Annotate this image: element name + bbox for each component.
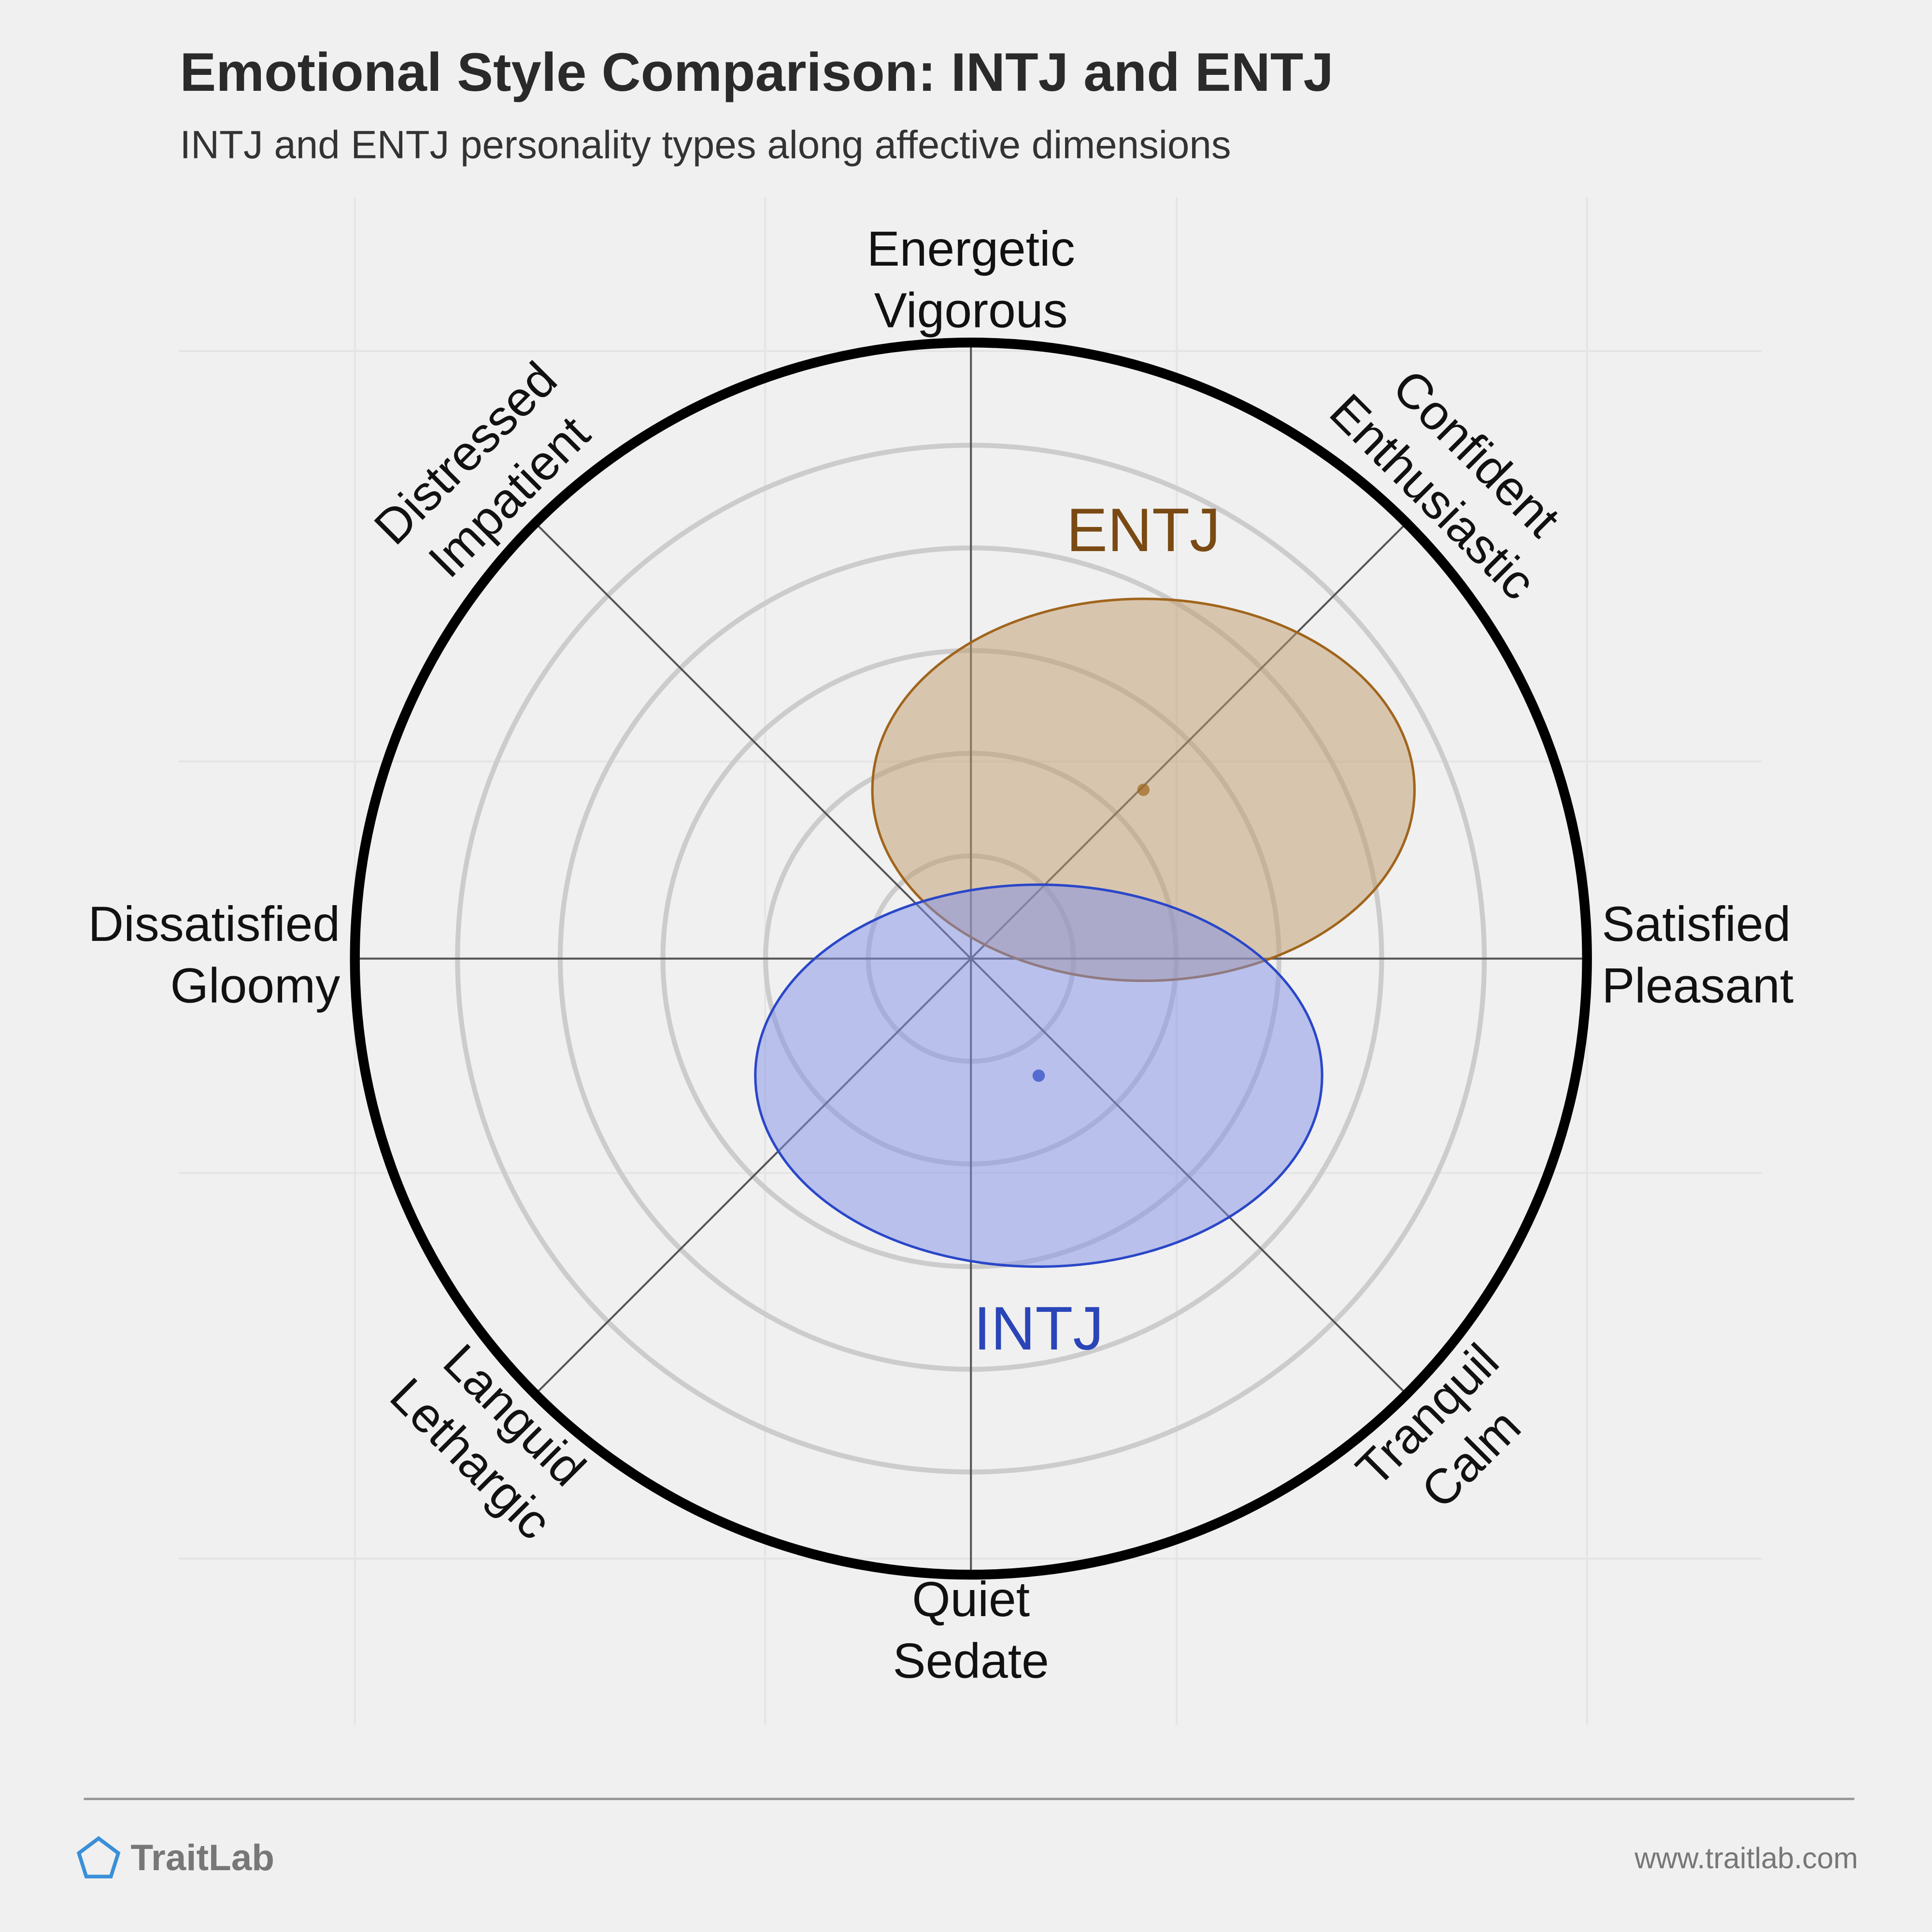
outer-ring [350, 337, 1592, 1580]
chart-subtitle: INTJ and ENTJ personality types along af… [180, 123, 1231, 167]
axis-line [534, 522, 972, 960]
axis-label: Vigorous [874, 283, 1068, 338]
series-label: INTJ [974, 1294, 1104, 1363]
brand-name: TraitLab [130, 1837, 274, 1878]
series-label: ENTJ [1066, 496, 1221, 565]
axis-label: Quiet [912, 1572, 1030, 1627]
axis-label: Gloomy [170, 958, 341, 1013]
axis-label: Dissatisfied [88, 896, 340, 952]
axis-label: Energetic [867, 221, 1075, 276]
footer-url: www.traitlab.com [1634, 1842, 1858, 1875]
series-center [1137, 783, 1150, 796]
axis-label: Satisfied [1602, 896, 1790, 952]
axis-label: Sedate [893, 1633, 1049, 1688]
plot-area: EnergeticVigorousConfidentEnthusiasticSa… [88, 221, 1793, 1688]
brand-icon [76, 1836, 121, 1879]
series-center [1032, 1069, 1045, 1082]
axis-label: Pleasant [1602, 958, 1793, 1013]
chart-title: Emotional Style Comparison: INTJ and ENT… [180, 42, 1333, 102]
